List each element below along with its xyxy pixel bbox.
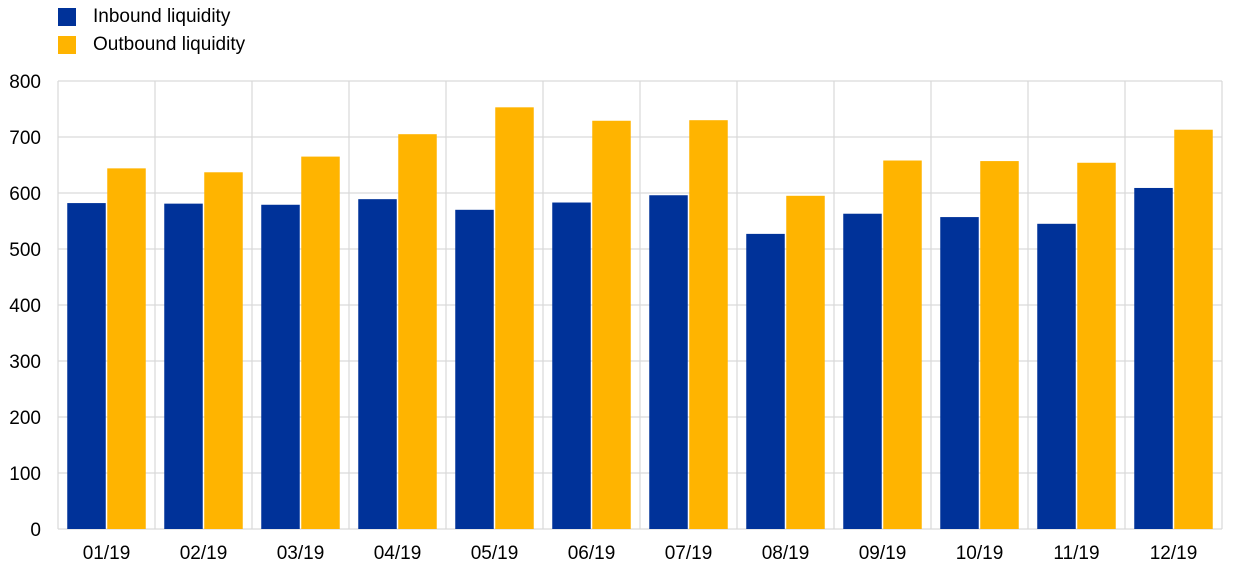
legend-label-outbound: Outbound liquidity	[93, 34, 246, 55]
legend: Inbound liquidity Outbound liquidity	[58, 3, 245, 59]
y-tick-label: 100	[9, 464, 41, 485]
bar-inbound-liquidity	[746, 233, 785, 529]
legend-swatch-inbound	[58, 8, 76, 26]
x-tick-label: 03/19	[277, 543, 325, 564]
axes: 0 100 200 300 400 500 600 700 800 01/19 02/19 03/19…	[9, 72, 1197, 564]
bar-inbound-liquidity	[649, 195, 688, 530]
bar-inbound-liquidity	[1134, 187, 1173, 529]
bar-outbound-liquidity	[1174, 129, 1213, 529]
bar-inbound-liquidity	[1037, 223, 1076, 530]
x-tick-label: 01/19	[83, 543, 131, 564]
y-tick-label: 700	[9, 128, 41, 149]
legend-label-inbound: Inbound liquidity	[93, 6, 231, 27]
bar-outbound-liquidity	[883, 160, 922, 529]
x-tick-label: 11/19	[1053, 543, 1099, 564]
x-tick-label: 12/19	[1150, 543, 1198, 564]
bar-outbound-liquidity	[1077, 162, 1116, 529]
x-tick-label: 04/19	[374, 543, 422, 564]
x-tick-label: 05/19	[471, 543, 519, 564]
bar-outbound-liquidity	[786, 195, 825, 530]
x-tick-label: 06/19	[568, 543, 616, 564]
x-tick-label: 10/19	[956, 543, 1004, 564]
bar-inbound-liquidity	[552, 202, 591, 529]
y-tick-label: 400	[9, 296, 41, 317]
x-tick-label: 09/19	[859, 543, 907, 564]
bar-outbound-liquidity	[204, 172, 243, 529]
bar-outbound-liquidity	[301, 156, 340, 529]
y-tick-label: 600	[9, 184, 41, 205]
y-tick-label: 800	[9, 72, 41, 93]
bar-inbound-liquidity	[261, 204, 300, 529]
legend-item-inbound: Inbound liquidity	[58, 3, 245, 31]
bars	[67, 107, 1213, 530]
y-tick-label: 200	[9, 408, 41, 429]
y-tick-label: 300	[9, 352, 41, 373]
bar-inbound-liquidity	[358, 199, 397, 529]
x-tick-label: 02/19	[180, 543, 228, 564]
y-tick-label: 0	[30, 520, 41, 541]
bar-inbound-liquidity	[67, 203, 106, 529]
bar-outbound-liquidity	[980, 161, 1019, 529]
bar-outbound-liquidity	[689, 120, 728, 529]
x-tick-label: 08/19	[762, 543, 810, 564]
legend-item-outbound: Outbound liquidity	[58, 31, 245, 59]
x-tick-label: 07/19	[665, 543, 713, 564]
bar-inbound-liquidity	[940, 217, 979, 529]
bar-outbound-liquidity	[107, 168, 146, 530]
bar-inbound-liquidity	[164, 203, 203, 529]
bar-outbound-liquidity	[495, 107, 534, 529]
bar-inbound-liquidity	[843, 213, 882, 529]
bar-outbound-liquidity	[592, 120, 631, 529]
bar-inbound-liquidity	[455, 209, 494, 530]
y-tick-label: 500	[9, 240, 41, 261]
gridlines	[57, 80, 1223, 530]
legend-swatch-outbound	[58, 36, 76, 54]
bar-outbound-liquidity	[398, 134, 437, 529]
